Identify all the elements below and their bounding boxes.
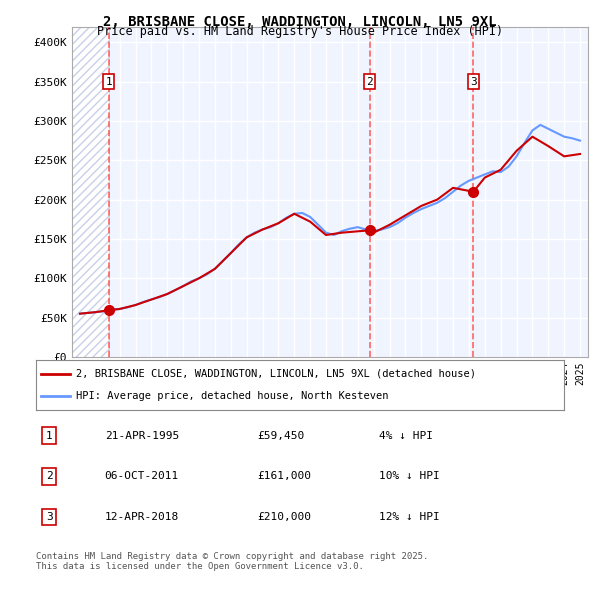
Text: HPI: Average price, detached house, North Kesteven: HPI: Average price, detached house, Nort… <box>76 391 388 401</box>
Text: 3: 3 <box>46 512 53 522</box>
Text: 06-OCT-2011: 06-OCT-2011 <box>104 471 179 481</box>
Text: £59,450: £59,450 <box>258 431 305 441</box>
Text: 1: 1 <box>106 77 112 87</box>
Text: 3: 3 <box>470 77 477 87</box>
Text: 10% ↓ HPI: 10% ↓ HPI <box>379 471 440 481</box>
Text: 12-APR-2018: 12-APR-2018 <box>104 512 179 522</box>
Text: 12% ↓ HPI: 12% ↓ HPI <box>379 512 440 522</box>
Text: 1: 1 <box>46 431 53 441</box>
Text: 4% ↓ HPI: 4% ↓ HPI <box>379 431 433 441</box>
Text: 21-APR-1995: 21-APR-1995 <box>104 431 179 441</box>
Text: 2: 2 <box>367 77 373 87</box>
Text: 2: 2 <box>46 471 53 481</box>
Text: £161,000: £161,000 <box>258 471 312 481</box>
Text: 2, BRISBANE CLOSE, WADDINGTON, LINCOLN, LN5 9XL: 2, BRISBANE CLOSE, WADDINGTON, LINCOLN, … <box>103 15 497 29</box>
Text: £210,000: £210,000 <box>258 512 312 522</box>
Bar <box>72 27 109 357</box>
Bar <box>72 27 109 357</box>
Text: Contains HM Land Registry data © Crown copyright and database right 2025.
This d: Contains HM Land Registry data © Crown c… <box>36 552 428 571</box>
Text: Price paid vs. HM Land Registry's House Price Index (HPI): Price paid vs. HM Land Registry's House … <box>97 25 503 38</box>
Text: 2, BRISBANE CLOSE, WADDINGTON, LINCOLN, LN5 9XL (detached house): 2, BRISBANE CLOSE, WADDINGTON, LINCOLN, … <box>76 369 476 379</box>
